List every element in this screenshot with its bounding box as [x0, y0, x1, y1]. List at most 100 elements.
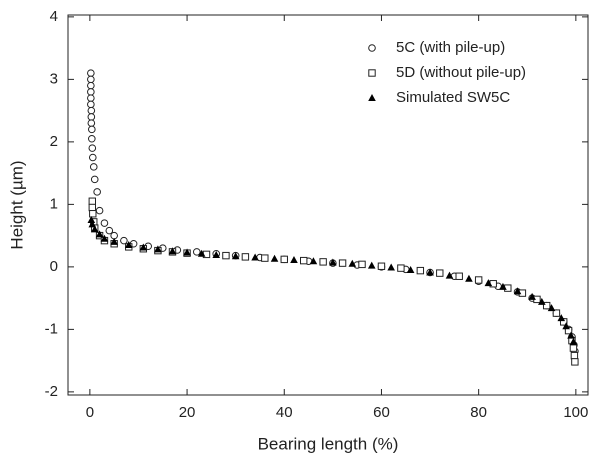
marker-square: [222, 251, 230, 260]
marker-triangle: [95, 230, 104, 238]
marker-triangle: [513, 287, 522, 295]
x-tick-label: 60: [373, 404, 390, 421]
marker-circle: [87, 88, 95, 96]
marker-triangle: [465, 274, 473, 282]
marker-square: [88, 203, 96, 212]
marker-square: [455, 272, 463, 280]
y-tick-label: 2: [50, 133, 58, 150]
marker-circle: [88, 144, 97, 152]
marker-triangle: [367, 261, 376, 269]
y-tick-label: 0: [50, 258, 58, 275]
marker-square: [358, 260, 366, 269]
marker-circle: [100, 219, 109, 227]
marker-circle: [192, 248, 201, 256]
x-tick-label: 20: [179, 404, 196, 421]
x-tick-label: 100: [563, 404, 588, 421]
marker-triangle: [88, 220, 97, 228]
marker-triangle: [251, 253, 259, 261]
marker-circle: [120, 236, 128, 245]
marker-circle: [88, 153, 97, 162]
marker-triangle: [154, 245, 162, 253]
marker-triangle: [387, 263, 395, 271]
y-tick-label: -2: [45, 383, 58, 400]
marker-square: [377, 262, 386, 270]
marker-triangle: [90, 225, 99, 233]
marker-triangle: [183, 248, 191, 256]
marker-triangle: [368, 94, 376, 101]
legend-label: Simulated SW5C: [396, 89, 510, 106]
marker-triangle: [538, 297, 546, 305]
y-axis-title: Height (µm): [7, 160, 26, 249]
marker-square: [397, 264, 405, 272]
y-tick-label: -1: [45, 320, 58, 337]
marker-triangle: [426, 268, 434, 276]
marker-square: [88, 197, 96, 205]
marker-triangle: [139, 243, 148, 251]
marker-square: [571, 358, 579, 366]
marker-triangle: [484, 279, 493, 287]
marker-circle: [87, 81, 95, 90]
marker-square: [280, 255, 288, 264]
marker-square: [261, 254, 269, 262]
marker-square: [436, 269, 444, 277]
marker-triangle: [212, 251, 221, 258]
y-tick-label: 4: [50, 8, 58, 25]
marker-circle: [105, 226, 114, 235]
legend-label: 5D (without pile-up): [396, 64, 526, 81]
marker-circle: [87, 100, 95, 109]
marker-triangle: [197, 249, 206, 257]
plot-frame: [67, 14, 589, 396]
marker-triangle: [100, 234, 109, 242]
marker-triangle: [87, 216, 96, 223]
marker-circle: [368, 44, 376, 52]
marker-triangle: [499, 282, 507, 290]
marker-square: [89, 210, 97, 218]
marker-triangle: [445, 271, 454, 279]
marker-triangle: [290, 256, 298, 263]
marker-triangle: [270, 254, 279, 262]
marker-triangle: [557, 314, 566, 322]
marker-circle: [95, 206, 104, 215]
marker-triangle: [562, 322, 570, 330]
marker-triangle: [168, 247, 177, 255]
x-tick-label: 0: [86, 404, 94, 421]
y-tick-label: 1: [50, 195, 58, 212]
marker-triangle: [569, 337, 578, 345]
marker-square: [552, 309, 561, 317]
marker-triangle: [547, 304, 556, 312]
legend-label: 5C (with pile-up): [396, 39, 505, 56]
marker-triangle: [528, 292, 536, 300]
marker-square: [569, 344, 578, 352]
marker-triangle: [124, 241, 133, 248]
marker-square: [368, 69, 376, 77]
marker-square: [416, 266, 425, 275]
marker-circle: [88, 134, 96, 143]
marker-circle: [87, 106, 96, 115]
marker-circle: [87, 113, 96, 121]
marker-triangle: [309, 257, 318, 265]
marker-square: [570, 351, 579, 360]
x-tick-label: 40: [276, 404, 293, 421]
marker-square: [319, 258, 327, 266]
marker-circle: [87, 119, 96, 127]
marker-square: [542, 301, 551, 310]
marker-triangle: [567, 331, 575, 339]
marker-circle: [87, 75, 95, 84]
marker-triangle: [348, 259, 357, 267]
marker-square: [474, 276, 483, 284]
marker-square: [300, 256, 308, 265]
marker-circle: [88, 125, 96, 134]
marker-triangle: [406, 266, 415, 273]
marker-square: [338, 259, 347, 267]
marker-triangle: [110, 237, 118, 245]
marker-triangle: [329, 258, 337, 266]
marker-circle: [87, 69, 95, 77]
marker-circle: [90, 175, 99, 184]
x-tick-label: 80: [470, 404, 487, 421]
marker-triangle: [231, 252, 240, 260]
x-axis-title: Bearing length (%): [258, 434, 399, 453]
marker-square: [241, 253, 250, 261]
marker-circle: [87, 94, 95, 102]
marker-circle: [89, 163, 98, 171]
